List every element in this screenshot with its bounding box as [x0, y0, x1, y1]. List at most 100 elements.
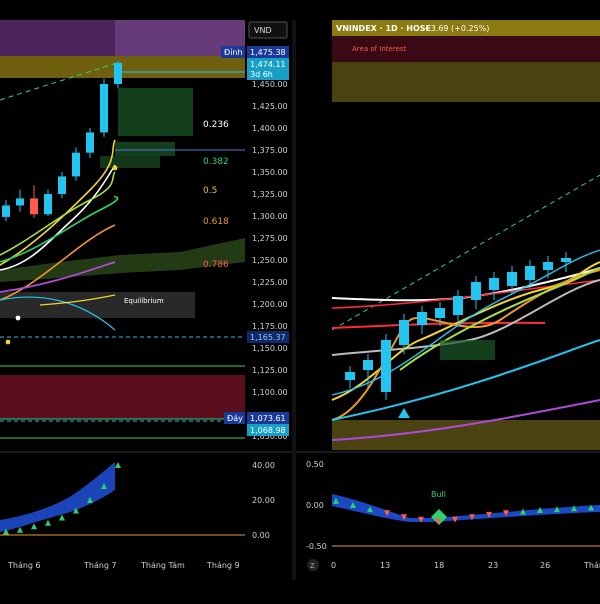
buy-signal-arrow: [398, 408, 410, 418]
r-osc-markers: [333, 497, 594, 525]
z-button[interactable]: [307, 559, 319, 571]
price-tick-label: 1,375.00: [252, 146, 288, 155]
trough-value: 1,073.61: [250, 414, 286, 423]
ma-yellow-2: [39, 294, 116, 306]
price-tick-label: 1,225.00: [252, 278, 288, 287]
price-tick-label: 1,325.00: [252, 190, 288, 199]
r-candle-body: [417, 312, 427, 325]
osc-tick-label: 20.00: [252, 496, 275, 505]
right-x-axis: Z 0 13 18 23 26 Tháng: [307, 559, 600, 571]
peak-badge-label: Đỉnh: [224, 47, 243, 57]
r-osc-tick-label: 0.00: [306, 501, 324, 510]
bull-diamond: [431, 509, 447, 525]
osc-triangle: [73, 507, 79, 514]
candle-body: [16, 198, 24, 206]
r-candle-body: [489, 278, 499, 290]
price-tick-label: 1,425.00: [252, 102, 288, 111]
osc-band: [0, 462, 115, 532]
r-osc-tick-label: 0.50: [306, 460, 324, 469]
area-of-interest-gold: [332, 62, 600, 102]
price-tick-label: 1,050.00: [252, 432, 288, 441]
signal-dot: [112, 165, 118, 171]
r-ma-cyan: [331, 339, 600, 421]
time-label: Tháng 6: [7, 561, 41, 570]
r-osc-tick-label: -0.50: [306, 542, 327, 551]
trough-value-box: [247, 412, 289, 424]
r-candle-body: [345, 372, 355, 380]
trough-badge: [224, 412, 245, 424]
left-oscillator[interactable]: 40.00 20.00 0.00: [0, 451, 292, 540]
ma-white: [0, 164, 116, 271]
last-price-box: [247, 58, 289, 80]
currency-box[interactable]: [248, 21, 288, 39]
right-oscillator[interactable]: Bull 0.50 0.00 -0.50: [296, 451, 600, 551]
time-label: Tháng 7: [83, 561, 117, 570]
left-time-axis: Tháng 6 Tháng 7 Tháng Tám Tháng 9: [7, 561, 240, 570]
price-tick-label: 1,350.00: [252, 168, 288, 177]
price-tick-label: 1,275.00: [252, 234, 288, 243]
price-tick-label: 1,450.00: [252, 80, 288, 89]
peak-zone: [0, 56, 245, 78]
r-osc-down-marker: [503, 510, 509, 517]
right-chart[interactable]: VNINDEX · 1D · HOSE +3.69 (+0.25%) Area …: [331, 20, 600, 450]
candle-body: [114, 62, 122, 84]
currency-label: VND: [254, 26, 272, 35]
r-candle-body: [543, 262, 553, 270]
osc-tick-labels: 40.00 20.00 0.00: [252, 461, 275, 540]
left-chart[interactable]: 0.236 0.382 0.5 0.618 0.786 Equilibrium: [0, 20, 245, 439]
time-label: Tháng Tám: [140, 561, 185, 570]
left-candles: [2, 61, 122, 222]
r-osc-band: [332, 494, 600, 522]
price-tick-label: 1,175.00: [252, 322, 288, 331]
fib-label-0786: 0.786: [203, 260, 229, 270]
r-osc-down-marker: [401, 514, 407, 521]
candle-body: [58, 176, 66, 194]
osc-triangle: [59, 514, 65, 521]
r-candle-body: [399, 320, 409, 345]
r-candle-body: [561, 258, 571, 262]
r-x-label: 23: [488, 561, 498, 570]
r-osc-up-marker: [367, 506, 373, 513]
left-tick-labels: 1,450.00 1,425.00 1,400.00 1,375.00 1,350.00…: [252, 80, 288, 441]
osc-triangle: [87, 497, 93, 503]
signal-dot: [15, 315, 21, 321]
trendline: [0, 61, 121, 101]
ma-yellow: [0, 139, 116, 266]
marker-1068: 1,068.98: [250, 426, 286, 435]
r-osc-up-marker: [537, 506, 543, 513]
panel-separator[interactable]: [292, 20, 296, 580]
right-candles: [345, 252, 571, 400]
equilibrium-label: Equilibrium: [124, 297, 164, 305]
osc-markers: [3, 462, 121, 535]
peak-value-box: [247, 46, 289, 58]
price-tick-label: 1,250.00: [252, 256, 288, 265]
candle-body: [72, 152, 80, 177]
r-osc-down-marker: [452, 516, 458, 523]
price-tick-label: 1,150.00: [252, 344, 288, 353]
ma-purple: [0, 261, 116, 293]
candle-body: [86, 132, 94, 153]
r-x-label: 0: [331, 561, 336, 570]
peak-badge: [221, 46, 245, 58]
ma-cyan: [0, 296, 116, 331]
ma-green: [0, 195, 119, 263]
price-tick-label: 1,300.00: [252, 212, 288, 221]
last-price: 1,474.11: [250, 60, 286, 69]
r-osc-tick-labels: 0.50 0.00 -0.50: [306, 460, 327, 551]
candle-body: [44, 194, 52, 215]
countdown: 3d 6h: [250, 70, 273, 79]
right-x-labels: 0 13 18 23 26 Tháng: [331, 561, 600, 570]
price-tick-label: 1,200.00: [252, 300, 288, 309]
marker-1068-box: [247, 424, 289, 436]
r-candle-body: [471, 282, 481, 300]
r-x-label: 26: [540, 561, 550, 570]
r-green-box: [440, 340, 495, 360]
r-x-label: 13: [380, 561, 390, 570]
osc-triangle: [31, 523, 37, 530]
right-header: VNINDEX · 1D · HOSE: [336, 24, 431, 33]
candle-body: [2, 205, 10, 217]
marker-1165-box: [247, 331, 289, 343]
demand-zone: [0, 375, 245, 419]
left-price-axis[interactable]: VND 1,450.00 1,425.00 1,400.00 1,375.00 1,35…: [221, 21, 289, 441]
